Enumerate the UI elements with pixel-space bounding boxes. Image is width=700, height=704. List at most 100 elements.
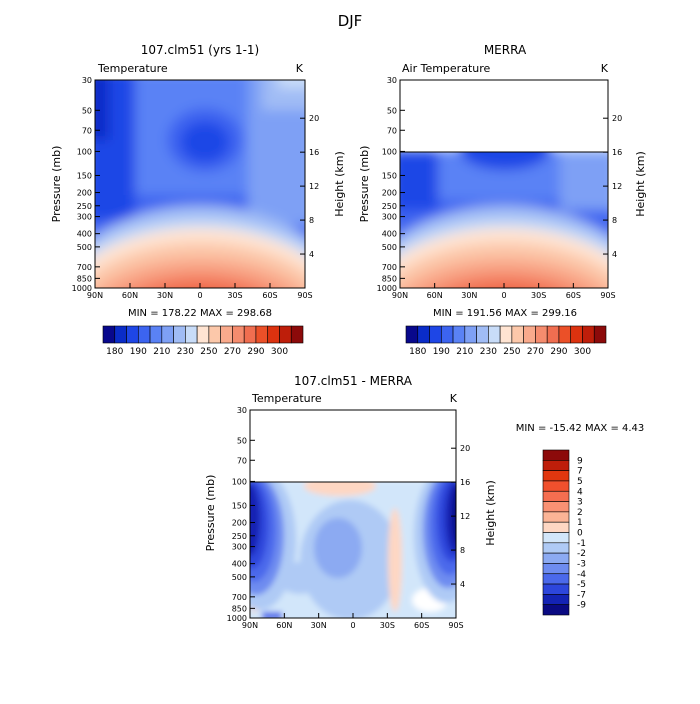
y-tick-label: 500 [382,243,397,252]
panel-title: 107.clm51 (yrs 1-1) [141,43,260,57]
y2-tick-label: 12 [460,512,470,521]
x-tick-label: 60N [122,291,138,300]
y-tick-label: 50 [237,436,247,445]
y-tick-label: 200 [382,189,397,198]
colorbar-swatch [542,542,570,554]
colorbar-swatch [476,325,489,344]
colorbar-label: -7 [577,590,586,600]
colorbar-swatch [196,325,210,344]
y2-axis-label: Height (km) [333,151,346,217]
y-tick-label: 300 [77,213,92,222]
colorbar-swatch [452,325,466,344]
colorbar-label: 2 [577,508,583,518]
colorbar-swatch [267,325,280,344]
colorbar-label: -5 [577,580,586,590]
colorbar-label: 300 [271,347,288,357]
colorbar-swatch [542,552,570,564]
x-tick-label: 60N [427,291,443,300]
y-tick-label: 1000 [377,284,397,293]
colorbar-swatch [417,325,430,344]
colorbar-label: -4 [577,570,586,580]
x-tick-label: 90N [392,291,408,300]
x-tick-label: 30N [157,291,173,300]
y2-tick-label: 16 [309,148,319,157]
y-tick-label: 30 [82,76,92,85]
y2-tick-label: 20 [612,114,622,123]
colorbar-label: 230 [177,347,194,357]
colorbar-label: 270 [224,347,241,357]
y-tick-label: 200 [232,519,247,528]
panel-title: MERRA [484,43,527,57]
y-tick-label: 400 [232,560,247,569]
y-tick-label: 70 [387,126,397,135]
colorbar-swatch [542,594,570,605]
y2-tick-label: 16 [612,148,622,157]
x-tick-label: 90S [448,621,463,630]
panel-difference: 107.clm51 - MERRA Temperature K [204,374,644,630]
panel-model: 107.clm51 (yrs 1-1) Temperature K [50,43,346,357]
y-tick-label: 1000 [72,284,92,293]
colorbar-swatch [499,325,513,344]
colorbar-swatch [542,480,570,492]
y-tick-label: 300 [232,543,247,552]
x-tick-label: 60S [566,291,581,300]
y-tick-label: 150 [382,171,397,180]
colorbar-label: 180 [409,347,426,357]
contour-field [250,410,456,618]
y2-tick-label: 16 [460,478,470,487]
y-tick-label: 850 [77,274,92,283]
y2-tick-label: 4 [460,580,465,589]
y-tick-label: 700 [232,593,247,602]
colorbar-label: 180 [106,347,123,357]
y-tick-label: 700 [382,263,397,272]
colorbar-label: 190 [433,347,450,357]
colorbar: 180 190 210 230 250 270 290 300 [102,325,304,357]
x-tick-label: 30N [461,291,477,300]
variable-label: Air Temperature [402,62,491,75]
y-tick-label: 1000 [227,614,247,623]
y2-tick-label: 12 [612,182,622,191]
variable-label: Temperature [251,392,322,405]
x-tick-label: 30S [531,291,546,300]
x-tick-label: 60N [276,621,292,630]
x-tick-label: 90N [242,621,258,630]
x-tick-label: 90S [600,291,615,300]
colorbar-label: 3 [577,498,583,508]
y-tick-label: 100 [382,147,397,156]
min-max-stats: MIN = 178.22 MAX = 298.68 [128,308,272,319]
colorbar-swatch [161,325,174,344]
colorbar-swatch [542,470,570,482]
y-tick-label: 700 [77,263,92,272]
colorbar-swatch [149,325,163,344]
colorbar-swatch [126,325,139,344]
colorbar-swatch [255,325,269,344]
x-tick-label: 30S [227,291,242,300]
y-tick-label: 300 [382,213,397,222]
colorbar-label: -9 [577,601,586,611]
colorbar-swatch [535,325,548,344]
x-tick-label: 30N [311,621,327,630]
colorbar-swatch [542,490,570,502]
x-tick-label: 90S [297,291,312,300]
panel-merra: MERRA Air Temperature K [358,43,647,357]
y-tick-label: 250 [232,532,247,541]
colorbar-label: 230 [480,347,497,357]
contour-field [95,80,305,288]
colorbar-label: 290 [550,347,567,357]
colorbar-swatch [232,325,245,344]
y2-tick-label: 20 [309,114,319,123]
colorbar-swatch [542,583,570,595]
y-tick-label: 200 [77,189,92,198]
colorbar-swatch [173,325,186,344]
y-tick-label: 850 [232,604,247,613]
x-tick-label: 0 [350,621,355,630]
units-label: K [601,62,609,75]
colorbar-swatch [208,325,221,344]
colorbar-swatch [102,325,116,344]
x-tick-label: 30S [380,621,395,630]
y-tick-label: 500 [232,573,247,582]
colorbar-label: 7 [577,467,583,477]
